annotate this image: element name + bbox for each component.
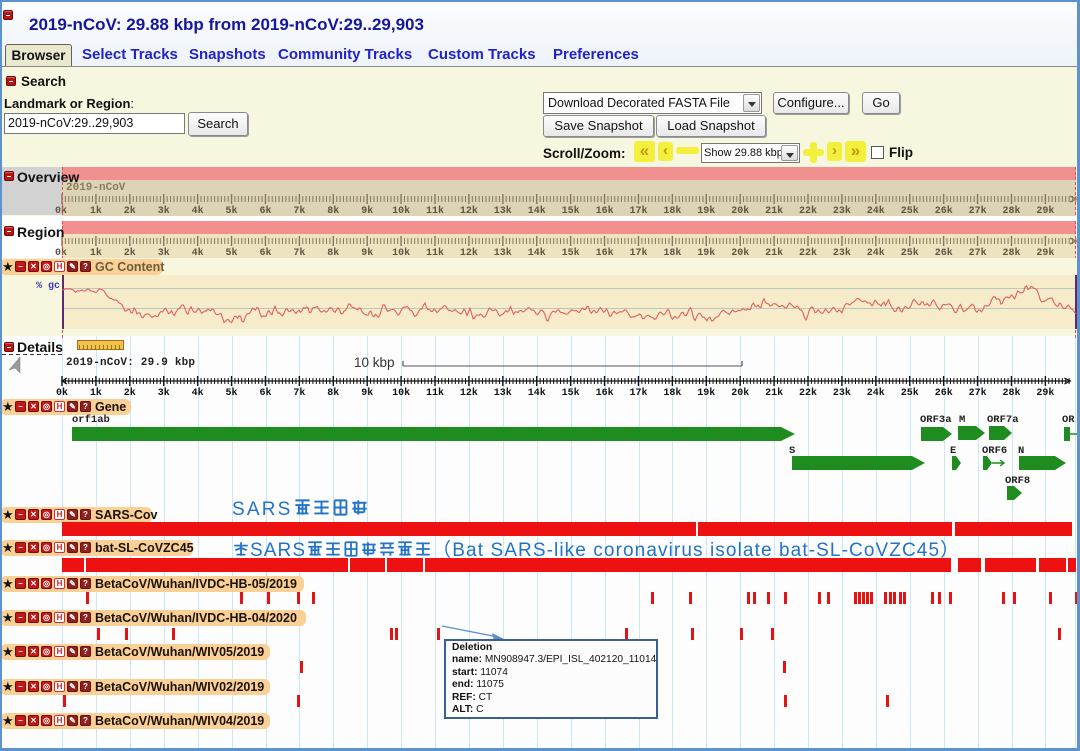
svg-text:5k: 5k — [225, 387, 237, 399]
svg-text:6k: 6k — [259, 247, 271, 259]
svg-text:21k: 21k — [765, 205, 783, 217]
svg-text:16k: 16k — [596, 387, 614, 399]
svg-text:13k: 13k — [494, 205, 512, 217]
svg-text:27k: 27k — [969, 387, 987, 399]
svg-text:16k: 16k — [596, 205, 614, 217]
svg-text:9k: 9k — [361, 387, 373, 399]
svg-text:23k: 23k — [833, 205, 851, 217]
svg-text:26k: 26k — [935, 205, 953, 217]
svg-text:15k: 15k — [562, 205, 580, 217]
svg-text:8k: 8k — [327, 205, 339, 217]
svg-text:28k: 28k — [1002, 387, 1020, 399]
svg-text:13k: 13k — [494, 247, 512, 259]
svg-text:24k: 24k — [867, 247, 885, 259]
svg-text:1k: 1k — [90, 387, 102, 399]
svg-text:8k: 8k — [327, 387, 339, 399]
svg-text:20k: 20k — [731, 205, 749, 217]
svg-text:12k: 12k — [460, 205, 478, 217]
svg-text:23k: 23k — [833, 387, 851, 399]
svg-text:22k: 22k — [799, 247, 817, 259]
svg-text:25k: 25k — [901, 205, 919, 217]
svg-text:27k: 27k — [969, 205, 987, 217]
svg-text:24k: 24k — [867, 387, 885, 399]
svg-text:4k: 4k — [192, 205, 204, 217]
svg-text:27k: 27k — [969, 247, 987, 259]
svg-text:17k: 17k — [629, 387, 647, 399]
svg-text:28k: 28k — [1002, 247, 1020, 259]
svg-text:18k: 18k — [663, 387, 681, 399]
svg-text:18k: 18k — [663, 247, 681, 259]
svg-text:11k: 11k — [426, 247, 444, 259]
svg-text:12k: 12k — [460, 387, 478, 399]
svg-text:10k: 10k — [392, 247, 410, 259]
svg-text:3k: 3k — [158, 387, 170, 399]
svg-text:4k: 4k — [192, 247, 204, 259]
svg-text:14k: 14k — [528, 205, 546, 217]
svg-text:22k: 22k — [799, 387, 817, 399]
svg-text:14k: 14k — [528, 247, 546, 259]
svg-text:11k: 11k — [426, 205, 444, 217]
svg-text:0k: 0k — [55, 247, 67, 259]
svg-text:0k: 0k — [56, 387, 68, 399]
svg-text:3k: 3k — [158, 247, 170, 259]
svg-text:14k: 14k — [528, 387, 546, 399]
svg-text:2k: 2k — [124, 247, 136, 259]
svg-text:15k: 15k — [562, 247, 580, 259]
svg-text:21k: 21k — [765, 387, 783, 399]
svg-text:26k: 26k — [935, 387, 953, 399]
svg-text:0k: 0k — [55, 205, 67, 217]
svg-text:19k: 19k — [697, 205, 715, 217]
svg-text:9k: 9k — [361, 205, 373, 217]
svg-text:4k: 4k — [192, 387, 204, 399]
svg-text:7k: 7k — [293, 387, 305, 399]
svg-text:6k: 6k — [259, 387, 271, 399]
svg-text:29k: 29k — [1036, 205, 1054, 217]
svg-text:7k: 7k — [293, 205, 305, 217]
svg-text:17k: 17k — [629, 247, 647, 259]
svg-text:23k: 23k — [833, 247, 851, 259]
svg-text:15k: 15k — [562, 387, 580, 399]
svg-text:29k: 29k — [1036, 247, 1054, 259]
svg-text:17k: 17k — [629, 205, 647, 217]
svg-text:11k: 11k — [426, 387, 444, 399]
svg-text:25k: 25k — [901, 247, 919, 259]
svg-text:19k: 19k — [697, 247, 715, 259]
svg-text:8k: 8k — [327, 247, 339, 259]
svg-text:2k: 2k — [124, 205, 136, 217]
svg-text:5k: 5k — [225, 205, 237, 217]
svg-text:26k: 26k — [935, 247, 953, 259]
svg-text:16k: 16k — [596, 247, 614, 259]
svg-text:25k: 25k — [901, 387, 919, 399]
svg-text:10k: 10k — [392, 205, 410, 217]
svg-text:19k: 19k — [697, 387, 715, 399]
svg-text:22k: 22k — [799, 205, 817, 217]
svg-text:28k: 28k — [1002, 205, 1020, 217]
svg-text:20k: 20k — [731, 387, 749, 399]
svg-text:3k: 3k — [158, 205, 170, 217]
svg-text:5k: 5k — [225, 247, 237, 259]
svg-text:21k: 21k — [765, 247, 783, 259]
svg-text:1k: 1k — [90, 205, 102, 217]
svg-text:1k: 1k — [90, 247, 102, 259]
svg-text:6k: 6k — [259, 205, 271, 217]
svg-text:18k: 18k — [663, 205, 681, 217]
svg-text:29k: 29k — [1036, 387, 1054, 399]
svg-text:9k: 9k — [361, 247, 373, 259]
svg-text:20k: 20k — [731, 247, 749, 259]
svg-text:12k: 12k — [460, 247, 478, 259]
svg-text:13k: 13k — [494, 387, 512, 399]
svg-text:2k: 2k — [124, 387, 136, 399]
svg-text:24k: 24k — [867, 205, 885, 217]
svg-text:7k: 7k — [293, 247, 305, 259]
svg-text:10k: 10k — [392, 387, 410, 399]
